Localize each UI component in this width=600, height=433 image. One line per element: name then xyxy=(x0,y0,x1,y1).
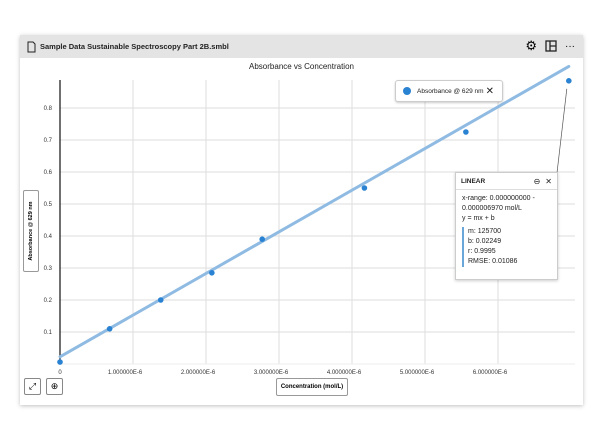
fit-rmse: RMSE: 0.01086 xyxy=(468,258,518,265)
title-bar: Sample Data Sustainable Spectroscopy Par… xyxy=(20,35,583,58)
y-tick-label: 0.7 xyxy=(44,138,53,144)
chart-title: Absorbance vs Concentration xyxy=(249,62,354,71)
y-tick-label: 0.3 xyxy=(44,266,53,272)
more-icon[interactable]: ··· xyxy=(565,40,575,52)
zoom-icon: ⊕ xyxy=(50,381,59,391)
x-axis-label-button[interactable]: Concentration (mol/L) xyxy=(276,378,348,396)
legend-label: Absorbance @ 629 nm xyxy=(417,87,484,95)
data-point xyxy=(259,236,266,242)
y-tick-label: 0.5 xyxy=(44,202,53,208)
graph-tools-icon: ⤢ xyxy=(28,381,37,391)
close-icon[interactable]: ✕ xyxy=(545,176,552,186)
x-tick-label: 0 xyxy=(58,370,62,376)
layout-icon[interactable] xyxy=(545,40,557,52)
y-tick-label: 0.2 xyxy=(44,298,53,304)
y-tick-label: 0.4 xyxy=(44,234,53,240)
fit-range-2: 0.000006970 mol/L xyxy=(462,205,522,212)
data-point xyxy=(463,129,469,135)
linear-fit-panel: LINEAR ⊖ ✕ x-range: 0.000000000 - 0.00000… xyxy=(455,172,558,280)
fit-range-1: x-range: 0.000000000 - xyxy=(462,195,535,202)
x-tick-label: 4.000000E-6 xyxy=(327,370,362,376)
graph-window: Sample Data Sustainable Spectroscopy Par… xyxy=(20,35,583,405)
data-point xyxy=(106,326,113,332)
graph-tools-button[interactable]: ⤢ xyxy=(24,378,41,395)
fit-line xyxy=(58,64,571,359)
close-icon[interactable]: ✕ xyxy=(485,85,494,97)
fit-title: LINEAR xyxy=(461,177,486,185)
x-tick-label: 2.000000E-6 xyxy=(181,370,216,376)
data-point xyxy=(57,359,63,365)
data-point xyxy=(209,270,215,276)
file-icon xyxy=(27,41,36,52)
gear-icon[interactable]: ⚙ xyxy=(525,38,537,53)
y-tick-label: 0.1 xyxy=(44,330,53,336)
y-axis-label-button[interactable]: Absorbance @ 629 nm xyxy=(23,190,39,272)
fit-b: b: 0.02249 xyxy=(468,238,502,245)
zoom-button[interactable]: ⊕ xyxy=(46,378,63,395)
x-tick-label: 6.000000E-6 xyxy=(473,370,508,376)
file-title: Sample Data Sustainable Spectroscopy Par… xyxy=(40,42,229,51)
x-tick-label: 5.000000E-6 xyxy=(400,370,435,376)
x-tick-label: 1.000000E-6 xyxy=(108,370,143,376)
collapse-icon[interactable]: ⊖ xyxy=(533,176,541,186)
data-point xyxy=(157,297,164,303)
y-axis-label: Absorbance @ 629 nm xyxy=(28,201,34,261)
x-tick-label: 3.000000E-6 xyxy=(254,370,289,376)
series-color-dot xyxy=(403,87,411,95)
fit-m: m: 125700 xyxy=(468,228,502,235)
data-point xyxy=(566,78,572,84)
fit-r: r: 0.9995 xyxy=(468,248,496,255)
fit-equation: y = mx + b xyxy=(462,215,495,222)
data-point xyxy=(361,185,368,191)
y-tick-label: 0.6 xyxy=(44,170,53,176)
y-tick-label: 0.8 xyxy=(44,106,53,112)
legend: Absorbance @ 629 nm ✕ xyxy=(395,80,503,102)
